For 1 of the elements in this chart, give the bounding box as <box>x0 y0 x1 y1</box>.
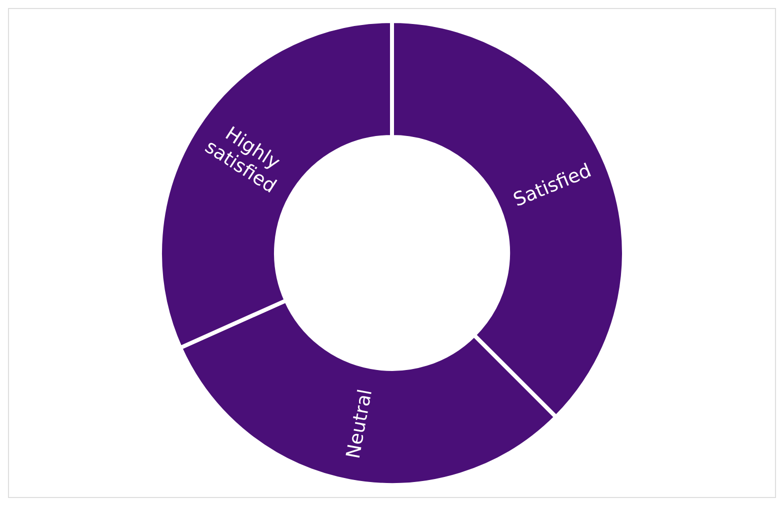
slice-label: Neutral <box>342 387 377 460</box>
